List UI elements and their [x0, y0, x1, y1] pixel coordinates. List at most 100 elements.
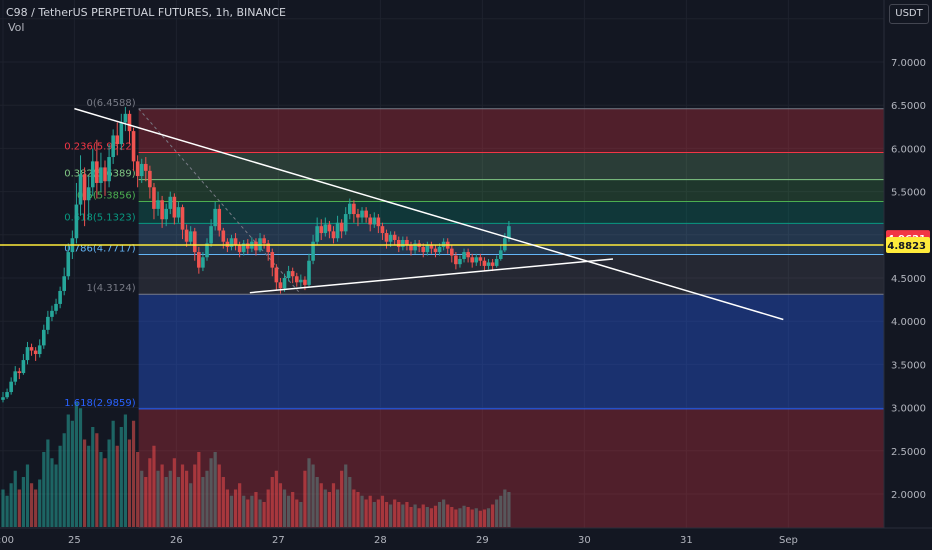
price-tick-label: 4.5000 — [891, 274, 926, 285]
fib-zone — [138, 108, 884, 153]
candle-body — [294, 276, 299, 283]
candle-body — [172, 196, 177, 218]
candle-body — [66, 252, 71, 277]
price-tick-label: 6.0000 — [891, 144, 926, 155]
candle-body — [303, 279, 307, 285]
candle-body — [107, 157, 111, 182]
candle-body — [188, 231, 193, 242]
candle-body — [127, 113, 132, 132]
candle-body — [119, 122, 124, 145]
price-axis-bg — [884, 0, 932, 550]
volume-bar — [54, 464, 58, 527]
volume-bar — [417, 508, 421, 527]
candle-body — [319, 226, 324, 234]
candle-body — [372, 217, 377, 225]
volume-bar — [307, 458, 311, 527]
candle-body — [13, 371, 18, 382]
candle-body — [507, 226, 511, 239]
volume-bar — [225, 489, 229, 527]
price-label-text: 4.8823 — [887, 241, 926, 252]
candle-body — [164, 208, 168, 220]
fib-zone — [138, 152, 884, 180]
candle-body — [86, 187, 91, 201]
volume-bar — [233, 489, 238, 527]
candle-body — [327, 224, 332, 232]
trendline[interactable] — [74, 107, 784, 321]
price-tick-label: 2.0000 — [891, 490, 926, 501]
candle-body — [237, 245, 242, 253]
candle-body — [482, 260, 487, 266]
candle-body — [180, 207, 185, 230]
time-tick-label: 25 — [68, 535, 81, 546]
volume-bar — [160, 464, 164, 527]
symbol-title[interactable]: C98 / TetherUS PERPETUAL FUTURES, 1h, BI… — [6, 6, 286, 19]
fib-level-label: 1(4.3124) — [87, 283, 136, 294]
volume-bar — [409, 507, 413, 527]
drawings[interactable] — [0, 107, 884, 321]
volume-bar — [291, 492, 295, 527]
candle-body — [352, 203, 356, 215]
price-tick-label: 2.5000 — [891, 447, 926, 458]
time-axis[interactable]: :00 25 26 27 28 29 30 31 Sep — [0, 527, 932, 550]
volume-bar — [454, 509, 458, 527]
volume-bar — [29, 483, 34, 527]
volume-bars — [1, 402, 511, 527]
volume-bar — [13, 470, 17, 527]
candle-body — [46, 316, 50, 330]
time-tick-label: Sep — [779, 535, 798, 546]
candle-body — [115, 135, 120, 145]
candle-body — [58, 290, 62, 304]
volume-bar — [278, 483, 283, 527]
volume-bar — [437, 502, 442, 527]
price-tick-label: 4.0000 — [891, 317, 926, 328]
volume-bar — [282, 489, 287, 527]
volume-bar — [491, 504, 495, 527]
volume-bar — [425, 507, 429, 527]
volume-bar — [156, 470, 160, 527]
candle-body — [144, 163, 148, 171]
volume-bar — [397, 502, 401, 527]
volume-bar — [246, 499, 250, 527]
candle-body — [90, 161, 95, 188]
candle-body — [213, 208, 217, 227]
volume-bar — [348, 477, 352, 527]
volume-bar — [258, 499, 262, 527]
volume-bar — [42, 452, 46, 527]
volume-bar — [185, 470, 189, 527]
candle-body — [380, 226, 385, 234]
volume-bar — [74, 402, 79, 527]
price-label-badge — [886, 236, 930, 253]
candle-body — [82, 174, 87, 201]
volume-bar — [499, 495, 503, 527]
volume-bar — [466, 507, 470, 527]
candle-body — [274, 267, 279, 283]
price-axis[interactable]: 7.50007.00006.50006.00005.50005.00004.50… — [883, 0, 932, 550]
candle-body — [315, 226, 319, 242]
candle-body — [335, 222, 340, 239]
candle-body — [384, 233, 389, 242]
candle-body — [339, 222, 344, 232]
volume-bar — [442, 499, 446, 527]
fib-retracement[interactable]: 0(6.4588)0.236(5.9522)0.382(5.6389)0.5(5… — [64, 98, 884, 528]
candle-body — [266, 243, 270, 253]
volume-bar — [148, 458, 152, 527]
trendline[interactable] — [249, 258, 614, 294]
volume-bar — [9, 483, 13, 527]
volume-bar — [164, 477, 168, 527]
currency-button[interactable]: USDT — [889, 4, 929, 24]
volume-bar — [229, 495, 234, 527]
candle-body — [254, 241, 258, 251]
time-tick-label: 31 — [680, 535, 693, 546]
volume-bar — [213, 452, 217, 527]
candle-body — [62, 276, 66, 291]
candle-body — [474, 257, 479, 263]
candle-body — [95, 161, 99, 183]
volume-bar — [340, 470, 344, 527]
volume-bar — [433, 505, 438, 527]
candle-body — [50, 310, 54, 317]
fib-zone — [138, 408, 884, 528]
volume-indicator-label[interactable]: Vol — [8, 21, 25, 34]
price-tick-label: 7.0000 — [891, 58, 926, 69]
candle-body — [421, 246, 426, 253]
